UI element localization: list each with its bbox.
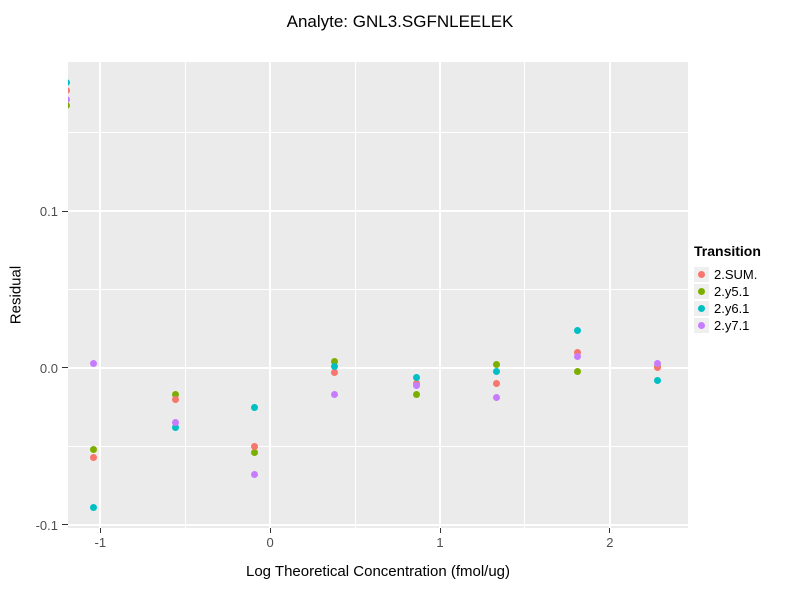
- legend-swatch-dot: [698, 288, 705, 295]
- gridline-major-horizontal: [68, 523, 688, 526]
- data-point: [412, 373, 420, 381]
- gridline-major-horizontal: [68, 210, 688, 213]
- y-axis-tick: [62, 367, 68, 369]
- data-point: [492, 394, 500, 402]
- x-axis-tick: [269, 528, 271, 533]
- gridline-minor-vertical: [184, 62, 186, 528]
- legend-item: 2.y7.1: [694, 317, 798, 334]
- legend-swatch-dot: [698, 305, 705, 312]
- data-point: [251, 471, 259, 479]
- data-point: [68, 102, 70, 110]
- data-point: [89, 504, 97, 512]
- x-axis-tick-label: -1: [94, 535, 107, 550]
- legend-key: [694, 301, 709, 316]
- data-point: [171, 395, 179, 403]
- x-axis-tick-label: 2: [606, 535, 614, 550]
- data-point: [574, 353, 582, 361]
- y-axis-title: Residual: [7, 265, 25, 325]
- legend-key: [694, 318, 709, 333]
- data-point: [251, 442, 259, 450]
- data-point: [492, 367, 500, 375]
- y-axis-tick: [62, 524, 68, 526]
- x-axis-tick: [99, 528, 101, 533]
- legend-item-label: 2.SUM.: [714, 267, 758, 282]
- gridline-major-vertical: [608, 62, 611, 528]
- data-point: [331, 369, 339, 377]
- legend: Transition 2.SUM. 2.y5.1 2.y6.1 2.y7.1: [694, 243, 798, 334]
- x-axis-tick: [439, 528, 441, 533]
- data-point: [492, 361, 500, 369]
- gridline-minor-vertical: [354, 62, 356, 528]
- plot-title: Analyte: GNL3.SGFNLEELEK: [286, 12, 514, 31]
- data-point: [653, 359, 661, 367]
- data-point: [653, 377, 661, 384]
- legend-item: 2.y6.1: [694, 300, 798, 317]
- data-point: [171, 424, 179, 432]
- plot-panel: [68, 62, 688, 528]
- data-point: [89, 359, 97, 367]
- y-axis-tick-label: 0.0: [39, 360, 58, 376]
- legend-key: [694, 284, 709, 299]
- data-point: [574, 367, 582, 375]
- data-point: [89, 453, 97, 461]
- data-point: [68, 78, 70, 86]
- legend-items: 2.SUM. 2.y5.1 2.y6.1 2.y7.1: [694, 266, 798, 334]
- legend-title: Transition: [694, 243, 761, 259]
- data-point: [68, 86, 70, 94]
- legend-item-label: 2.y7.1: [714, 318, 750, 333]
- data-point: [331, 391, 339, 399]
- legend-key: [694, 267, 709, 282]
- x-axis-title: Log Theoretical Concentration (fmol/ug): [245, 563, 511, 580]
- y-axis-tick: [62, 210, 68, 212]
- legend-swatch-dot: [698, 271, 705, 278]
- gridline-major-vertical: [269, 62, 272, 528]
- data-point: [492, 380, 500, 388]
- gridline-minor-horizontal: [68, 445, 688, 447]
- data-point: [331, 358, 339, 366]
- legend-item: 2.SUM.: [694, 266, 798, 283]
- data-point: [68, 96, 70, 104]
- gridline-major-horizontal: [68, 366, 688, 369]
- data-point: [89, 446, 97, 454]
- x-axis-tick: [609, 528, 611, 533]
- legend-swatch-dot: [698, 322, 705, 329]
- legend-item-label: 2.y6.1: [714, 301, 750, 316]
- data-point: [251, 449, 259, 457]
- data-point: [653, 364, 661, 372]
- data-point: [412, 391, 420, 399]
- data-point: [171, 391, 179, 399]
- gridline-minor-horizontal: [68, 289, 688, 290]
- legend-item-label: 2.y5.1: [714, 284, 750, 299]
- gridline-minor-horizontal: [68, 132, 688, 134]
- gridline-major-vertical: [99, 62, 102, 528]
- gridline-major-vertical: [439, 62, 441, 528]
- legend-item: 2.y5.1: [694, 283, 798, 300]
- data-point: [171, 419, 179, 427]
- data-point: [331, 362, 339, 370]
- y-axis-tick-label: -0.1: [35, 517, 58, 533]
- data-point: [574, 348, 582, 356]
- data-point: [412, 381, 420, 389]
- x-axis-tick-label: 0: [266, 535, 274, 550]
- gridline-minor-vertical: [524, 62, 526, 528]
- data-point: [574, 326, 582, 334]
- data-point: [251, 403, 259, 411]
- x-axis-tick-label: 1: [436, 535, 444, 550]
- y-axis-tick-label: 0.1: [39, 204, 58, 220]
